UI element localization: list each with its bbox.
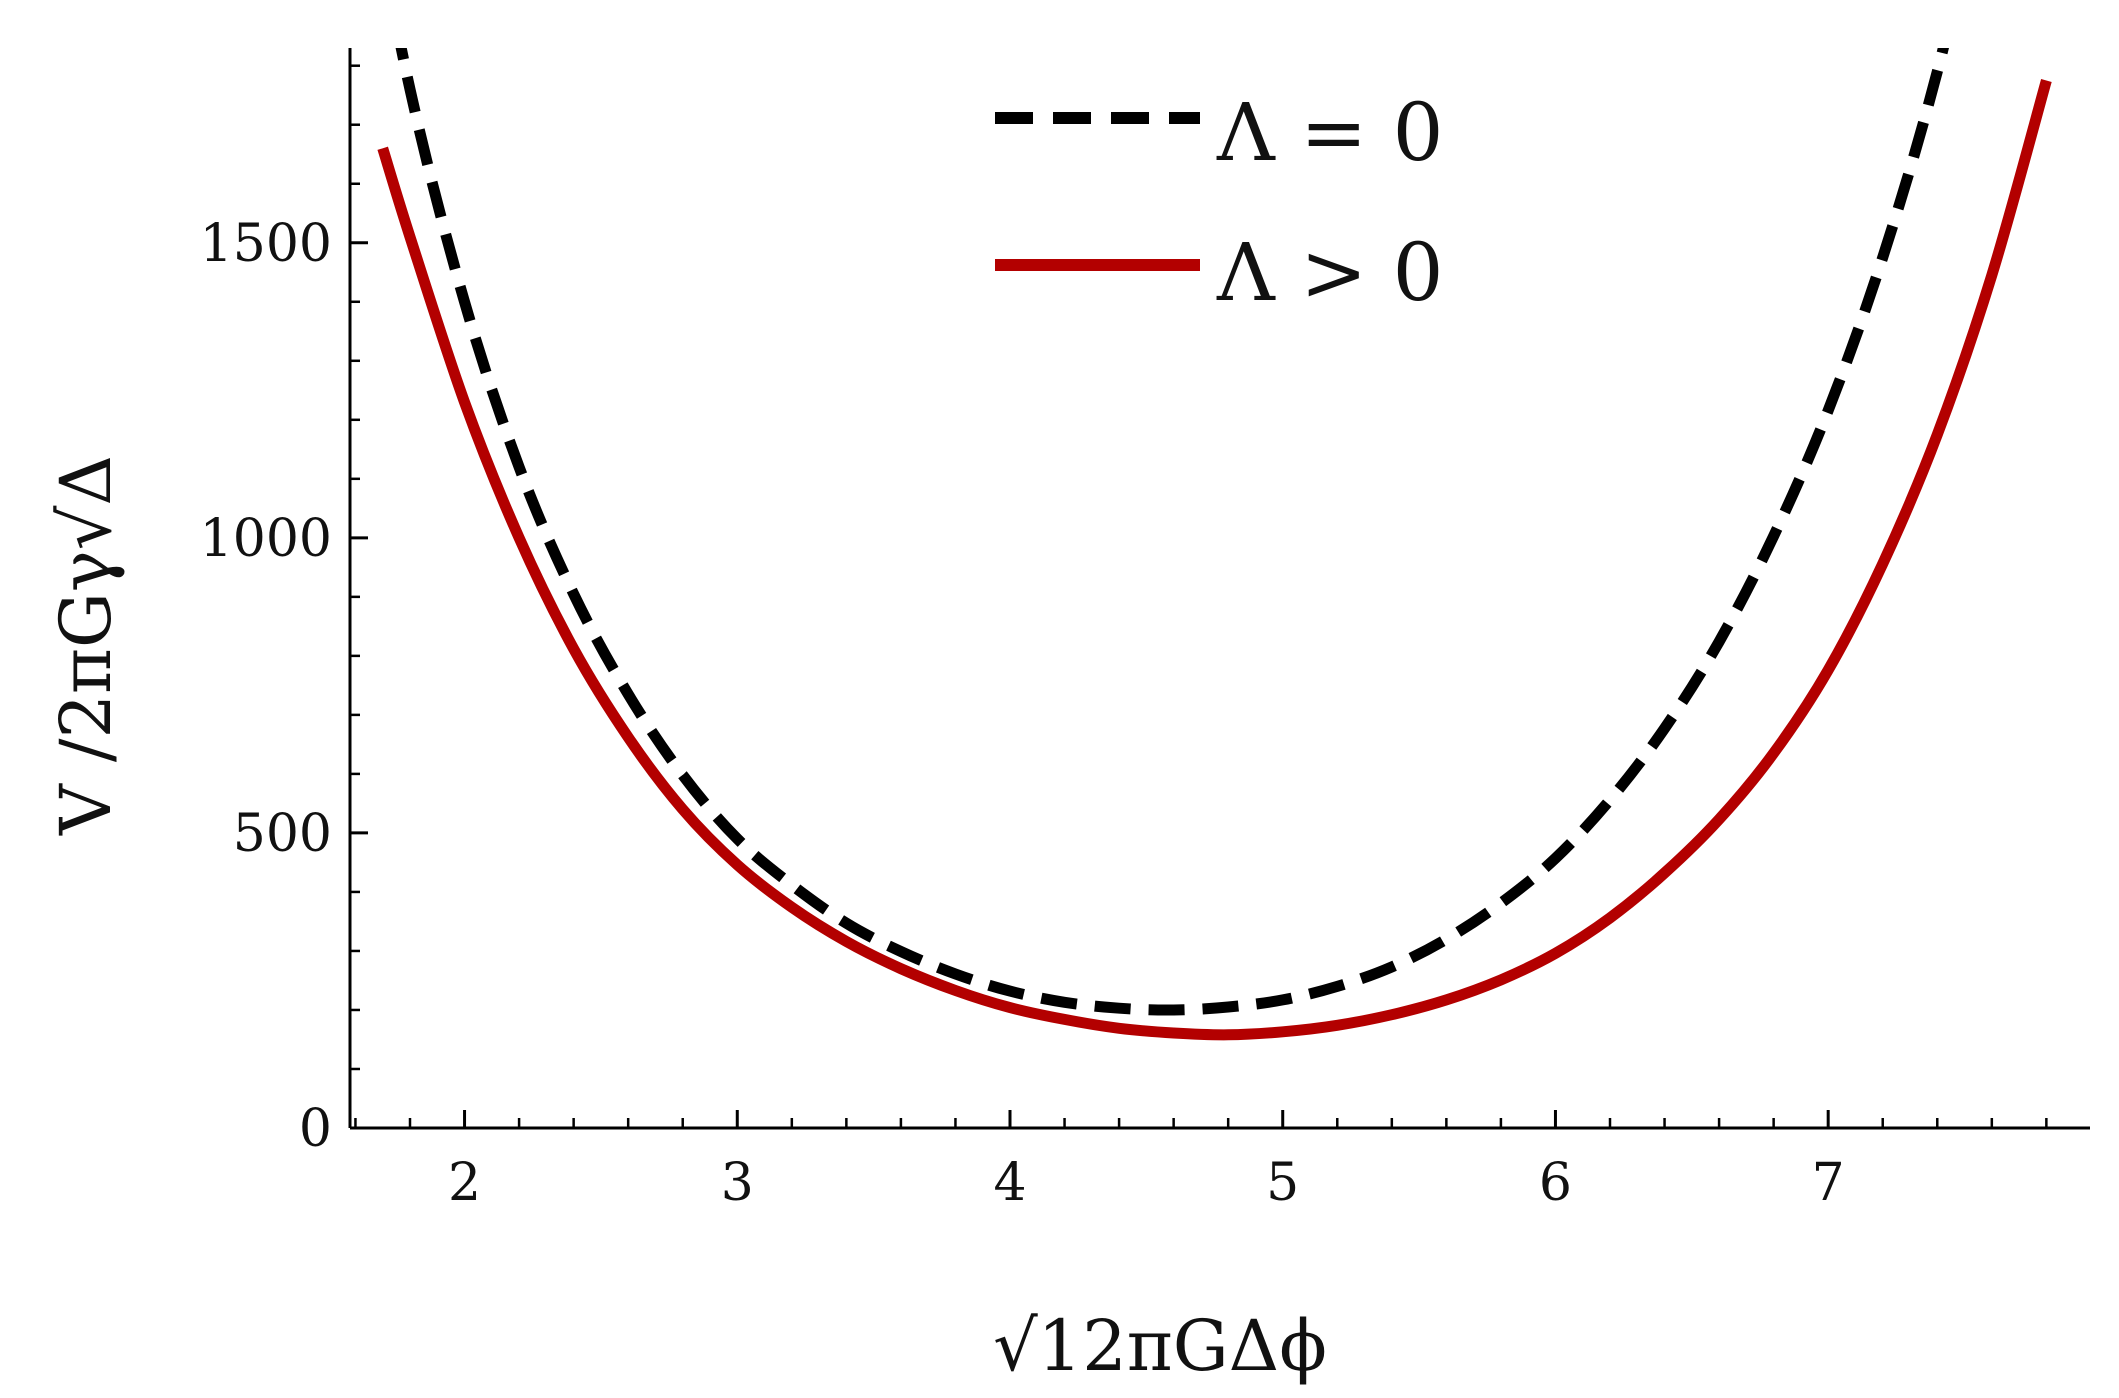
series-line-lambda-zero <box>395 48 1950 1016</box>
y-tick-label: 0 <box>299 1099 332 1159</box>
x-axis-title: √12πGΔϕ <box>993 1305 1327 1387</box>
y-tick-label: 1000 <box>200 509 332 569</box>
y-tick-label: 1500 <box>200 214 332 274</box>
y-axis: 0 500 1000 1500 <box>200 48 368 1159</box>
y-tick-label: 500 <box>233 804 332 864</box>
x-tick-label: 2 <box>448 1153 481 1213</box>
legend: Λ = 0 Λ > 0 <box>995 86 1444 319</box>
x-tick-label: 7 <box>1812 1153 1845 1213</box>
y-axis-title: V /2πGγ√Δ <box>45 455 127 836</box>
legend-label-lambda-positive: Λ > 0 <box>1216 226 1444 319</box>
x-tick-label: 5 <box>1266 1153 1299 1213</box>
series-line-lambda-positive <box>377 79 2052 1041</box>
legend-label-lambda-zero: Λ = 0 <box>1216 86 1444 179</box>
x-tick-label: 6 <box>1539 1153 1572 1213</box>
series-layer <box>377 48 2052 1041</box>
x-tick-label: 4 <box>993 1153 1026 1213</box>
x-tick-label: 3 <box>721 1153 754 1213</box>
x-axis: 2 3 4 5 6 7 <box>350 1110 2090 1213</box>
